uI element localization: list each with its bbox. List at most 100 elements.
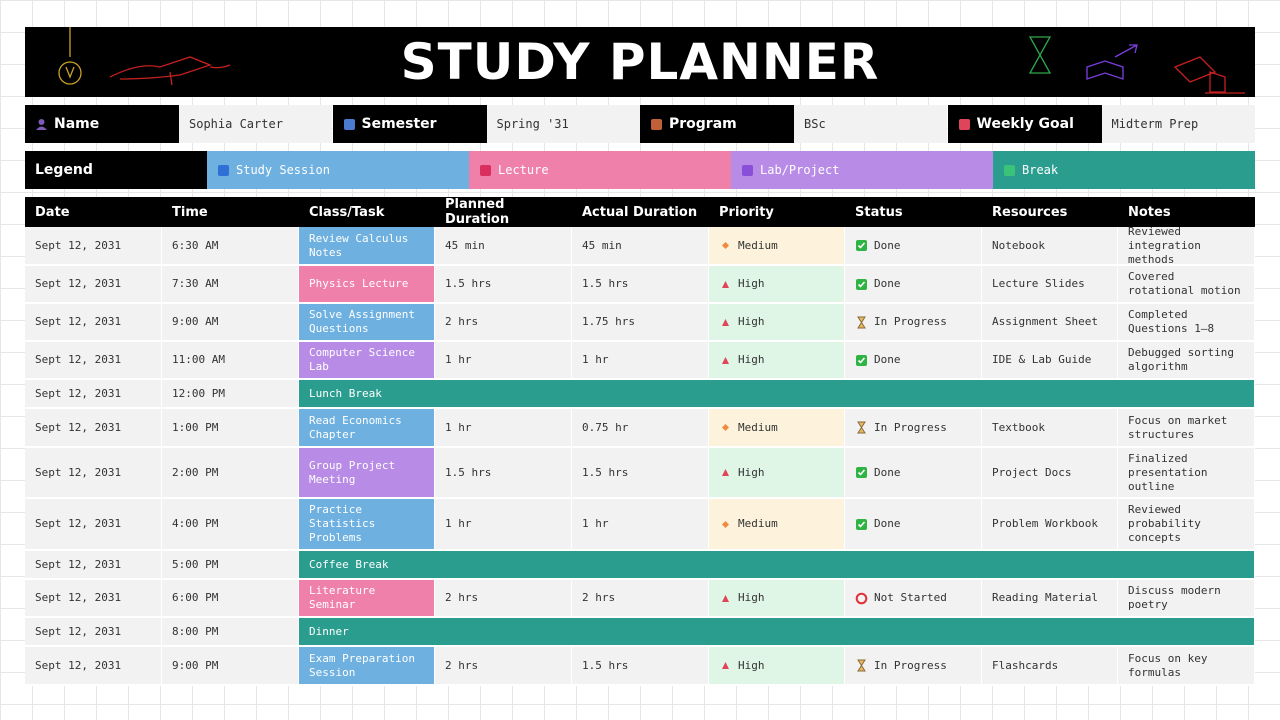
cell-text: 1.75 hrs xyxy=(582,315,635,328)
table-cell: Group Project Meeting xyxy=(299,448,435,499)
table-cell: Focus on market structures xyxy=(1118,409,1255,448)
cell-text: Focus on market structures xyxy=(1128,413,1228,441)
table-cell: Sept 12, 2031 xyxy=(25,266,162,304)
cell-text: 11:00 AM xyxy=(172,353,225,366)
column-header: Time xyxy=(162,197,299,227)
table-cell: Exam Preparation Session xyxy=(299,647,435,686)
header-text: Resources xyxy=(992,204,1068,220)
cell-text: Sept 12, 2031 xyxy=(35,386,122,400)
column-header: Status xyxy=(845,197,982,227)
header-text: Class/Task xyxy=(309,204,385,220)
table-cell: In Progress xyxy=(845,647,982,686)
table-cell: 11:00 AM xyxy=(162,342,299,380)
table-cell: High xyxy=(709,580,845,618)
table-cell: Computer Science Lab xyxy=(299,342,435,380)
table-cell: Medium xyxy=(709,227,845,266)
cell-text: Covered rotational motion xyxy=(1128,270,1241,297)
cell-text: High xyxy=(738,658,765,672)
cell-text: Read Economics Chapter xyxy=(309,413,402,441)
table-cell: 0.75 hr xyxy=(572,409,709,448)
cell-text: Group Project Meeting xyxy=(309,458,396,486)
table-cell: Done xyxy=(845,266,982,304)
table-cell: 1.5 hrs xyxy=(572,448,709,499)
cell-text: Not Started xyxy=(874,591,947,604)
cell-text: 1.5 hrs xyxy=(445,465,492,479)
column-header: Planned Duration xyxy=(435,197,572,227)
cell-text: IDE & Lab Guide xyxy=(992,353,1092,366)
cell-text: 2 hrs xyxy=(445,591,479,604)
cell-text: Practice Statistics Problems xyxy=(309,503,376,544)
table-cell: Notebook xyxy=(982,227,1118,266)
icon xyxy=(651,118,662,130)
cell-text: 1 hr xyxy=(582,353,609,366)
info-value: Midterm Prep xyxy=(1101,105,1255,143)
cell-text: 45 min xyxy=(445,238,485,252)
table-cell: Medium xyxy=(709,499,845,551)
info-label: Program xyxy=(640,105,794,143)
table-cell: Medium xyxy=(709,409,845,448)
cell-text: 2 hrs xyxy=(445,315,479,328)
cell-text: Coffee Break xyxy=(309,557,389,571)
table-cell: Sept 12, 2031 xyxy=(25,448,162,499)
table-cell: Sept 12, 2031 xyxy=(25,551,162,580)
cell-text: High xyxy=(738,465,765,479)
cell-text: 1 hr xyxy=(582,517,609,530)
table-cell: Done xyxy=(845,227,982,266)
header-text: Priority xyxy=(719,204,774,220)
cell-text: Medium xyxy=(738,420,778,434)
cell-text: 4:00 PM xyxy=(172,517,219,530)
cell-text: 5:00 PM xyxy=(172,557,219,571)
table-cell: Covered rotational motion xyxy=(1118,266,1255,304)
cell-text: Reviewed integration methods xyxy=(1128,224,1201,266)
cell-text: Sept 12, 2031 xyxy=(35,465,122,479)
cell-text: Review Calculus Notes xyxy=(309,231,409,259)
table-cell: Sept 12, 2031 xyxy=(25,304,162,342)
table-cell: Problem Workbook xyxy=(982,499,1118,551)
cell-text: High xyxy=(738,277,765,290)
cell-text: In Progress xyxy=(874,658,947,672)
table-cell: 2 hrs xyxy=(572,580,709,618)
cell-text: Debugged sorting algorithm xyxy=(1128,346,1234,373)
table-cell: 1.75 hrs xyxy=(572,304,709,342)
table-cell: Sept 12, 2031 xyxy=(25,380,162,409)
icon xyxy=(722,520,729,528)
table-cell: Done xyxy=(845,499,982,551)
cell-text: 9:00 PM xyxy=(172,658,219,672)
cell-text: Physics Lecture xyxy=(309,277,409,290)
table-cell: 5:00 PM xyxy=(162,551,299,580)
column-header: Date xyxy=(25,197,162,227)
decor-left xyxy=(58,27,231,86)
table-cell: 6:30 AM xyxy=(162,227,299,266)
table-cell: 9:00 PM xyxy=(162,647,299,686)
cell-text: Exam Preparation Session xyxy=(309,651,415,679)
icon xyxy=(722,318,729,326)
cell-text: Assignment Sheet xyxy=(992,315,1098,328)
icon xyxy=(722,424,729,431)
icon xyxy=(722,280,729,288)
cell-text: 2:00 PM xyxy=(172,465,219,479)
cell-text: Literature Seminar xyxy=(309,584,376,611)
cell-text: High xyxy=(738,353,765,366)
cell-text: Sept 12, 2031 xyxy=(35,420,122,434)
table-cell: 1 hr xyxy=(572,342,709,380)
table-cell: Focus on key formulas xyxy=(1118,647,1255,686)
cell-text: Done xyxy=(874,465,901,479)
table-cell: Physics Lecture xyxy=(299,266,435,304)
table-cell: Sept 12, 2031 xyxy=(25,409,162,448)
table-cell: 1 hr xyxy=(435,499,572,551)
table-cell: Done xyxy=(845,448,982,499)
icon xyxy=(722,356,729,364)
table-cell: Sept 12, 2031 xyxy=(25,618,162,647)
table-cell: 2 hrs xyxy=(435,647,572,686)
cell-text: 1 hr xyxy=(445,517,472,530)
cell-text: Done xyxy=(874,277,901,290)
icon xyxy=(1004,164,1015,176)
table-cell: Project Docs xyxy=(982,448,1118,499)
cell-text: Sept 12, 2031 xyxy=(35,238,122,252)
legend-item: Study Session xyxy=(207,151,469,189)
header-text: Planned Duration xyxy=(445,197,510,227)
legend-text: Lab/Project xyxy=(760,163,840,177)
header-text: Status xyxy=(855,204,903,220)
column-header: Actual Duration xyxy=(572,197,709,227)
table-cell: Lunch Break xyxy=(299,380,1255,409)
